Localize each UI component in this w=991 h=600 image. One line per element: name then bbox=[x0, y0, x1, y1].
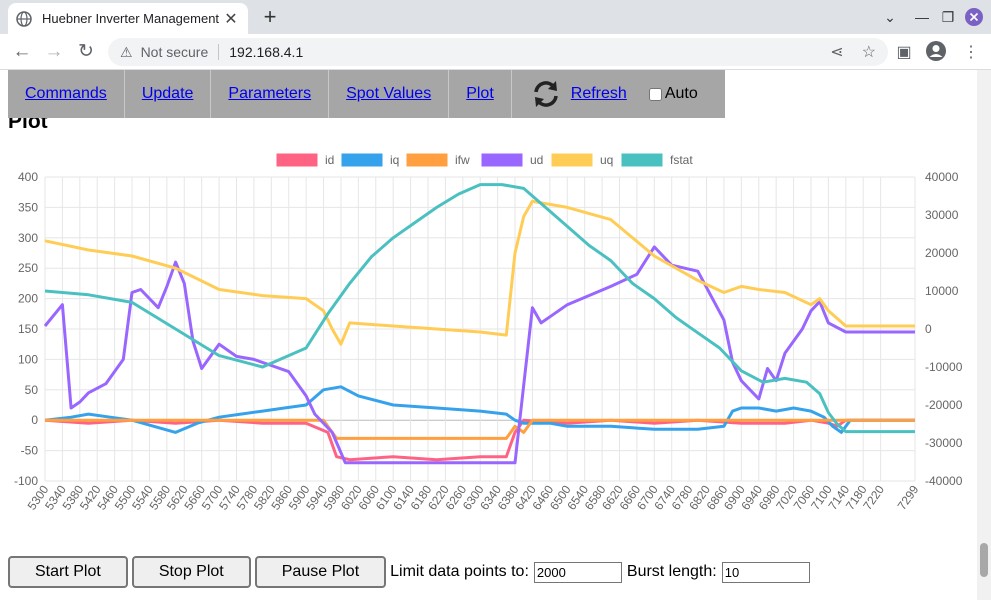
address-bar: ← → ↻ ⚠ Not secure 192.168.4.1 ⋖ ☆ ▣ ⋮ bbox=[0, 34, 991, 70]
page-content: Plot Commands Update Parameters Spot Val… bbox=[0, 70, 977, 600]
refresh-link[interactable]: Refresh bbox=[570, 85, 627, 102]
warning-icon: ⚠ bbox=[120, 43, 133, 60]
y-left-tick-label: 300 bbox=[18, 231, 38, 245]
start-plot-button[interactable]: Start Plot bbox=[8, 556, 128, 588]
y-right-tick-label: 0 bbox=[925, 322, 932, 336]
commands-link[interactable]: Commands bbox=[25, 85, 107, 102]
restore-icon[interactable]: ❐ bbox=[941, 8, 955, 25]
browser-tab[interactable]: Huebner Inverter Management ✕ bbox=[8, 3, 248, 34]
menu-item-update: Update bbox=[125, 70, 212, 118]
close-tab-icon[interactable]: ✕ bbox=[224, 10, 238, 28]
y-left-tick-label: 250 bbox=[18, 261, 38, 275]
auto-label: Auto bbox=[664, 85, 698, 102]
legend-swatch-ud bbox=[481, 153, 523, 167]
burst-label: Burst length: bbox=[626, 563, 717, 580]
minimize-icon[interactable]: — bbox=[915, 9, 929, 25]
series-line-fstat bbox=[44, 183, 915, 434]
y-left-tick-label: 400 bbox=[18, 170, 38, 184]
url-text: 192.168.4.1 bbox=[229, 44, 304, 60]
y-right-tick-label: -20000 bbox=[925, 398, 963, 412]
page-scrollbar[interactable] bbox=[977, 70, 991, 600]
scrollbar-thumb[interactable] bbox=[980, 543, 988, 577]
y-left-tick-label: 50 bbox=[25, 383, 39, 397]
legend-label-iq: iq bbox=[390, 153, 399, 167]
tab-title: Huebner Inverter Management bbox=[42, 11, 220, 26]
legend-swatch-fstat bbox=[621, 153, 663, 167]
legend-label-ud: ud bbox=[530, 153, 543, 167]
url-separator bbox=[218, 44, 220, 60]
plot-chart: 400 350 300 250 200 150 100 50 0 -50 -100 40000 3000… bbox=[14, 153, 963, 513]
legend-swatch-iq bbox=[341, 153, 383, 167]
stop-plot-button[interactable]: Stop Plot bbox=[131, 556, 251, 588]
legend-swatch-id bbox=[276, 153, 318, 167]
tab-search-icon[interactable]: ⌄ bbox=[884, 8, 896, 25]
y-right-tick-label: 10000 bbox=[925, 284, 959, 298]
refresh-icon[interactable] bbox=[529, 77, 563, 111]
y-left-tick-label: 0 bbox=[31, 413, 38, 427]
x-tick-label: 7220 bbox=[860, 482, 887, 512]
menu-item-spot-values: Spot Values bbox=[329, 70, 450, 118]
update-link[interactable]: Update bbox=[141, 85, 194, 102]
y-left-tick-label: -50 bbox=[21, 444, 39, 458]
limit-input[interactable] bbox=[533, 561, 622, 583]
legend-swatch-ifw bbox=[406, 153, 448, 167]
y-right-tick-label: -30000 bbox=[925, 436, 963, 450]
y-right-tick-label: -10000 bbox=[925, 360, 963, 374]
globe-icon bbox=[16, 10, 32, 27]
y-right-tick-label: -40000 bbox=[925, 474, 963, 488]
burst-input[interactable] bbox=[721, 561, 810, 583]
y-left-tick-label: -100 bbox=[14, 474, 38, 488]
main-menu: Commands Update Parameters Spot Values P… bbox=[8, 70, 725, 118]
share-icon[interactable]: ⋖ bbox=[830, 44, 844, 61]
legend-label-id: id bbox=[325, 153, 334, 167]
x-tick-label: 7299 bbox=[895, 482, 922, 512]
menu-item-commands: Commands bbox=[8, 70, 125, 118]
y-right-tick-label: 40000 bbox=[925, 170, 959, 184]
new-tab-icon[interactable]: + bbox=[263, 4, 277, 29]
plot-link[interactable]: Plot bbox=[466, 85, 494, 102]
not-secure-label: Not secure bbox=[140, 44, 209, 60]
auto-checkbox[interactable] bbox=[648, 87, 662, 101]
y-left-tick-label: 200 bbox=[18, 292, 38, 306]
menu-item-refresh: Refresh Auto bbox=[512, 70, 715, 118]
y-left-tick-label: 350 bbox=[18, 200, 38, 214]
series-line-iq bbox=[44, 385, 915, 434]
side-panel-icon[interactable]: ▣ bbox=[896, 44, 912, 61]
forward-icon[interactable]: → bbox=[44, 41, 64, 62]
series-line-ud bbox=[43, 245, 915, 465]
legend-label-uq: uq bbox=[600, 153, 613, 167]
close-window-icon[interactable] bbox=[964, 6, 984, 28]
url-field[interactable]: ⚠ Not secure 192.168.4.1 ⋖ ☆ bbox=[108, 38, 888, 66]
legend-swatch-uq bbox=[551, 153, 593, 167]
back-icon[interactable]: ← bbox=[12, 41, 32, 62]
reload-icon[interactable]: ↻ bbox=[78, 41, 94, 62]
y-right-tick-label: 30000 bbox=[925, 208, 959, 222]
spot-values-link[interactable]: Spot Values bbox=[346, 85, 432, 102]
menu-item-plot: Plot bbox=[449, 70, 512, 118]
tab-strip: Huebner Inverter Management ✕ + ⌄ — ❐ bbox=[0, 0, 991, 34]
series-line-uq bbox=[44, 199, 915, 346]
menu-item-parameters: Parameters bbox=[211, 70, 330, 118]
pause-plot-button[interactable]: Pause Plot bbox=[254, 556, 387, 588]
parameters-link[interactable]: Parameters bbox=[228, 85, 312, 102]
profile-icon[interactable] bbox=[925, 40, 947, 62]
menu-kebab-icon[interactable]: ⋮ bbox=[963, 44, 979, 61]
plot-controls: Start Plot Stop Plot Pause Plot Limit da… bbox=[8, 556, 815, 588]
y-right-tick-label: 20000 bbox=[925, 246, 959, 260]
limit-label: Limit data points to: bbox=[390, 563, 529, 580]
legend-label-ifw: ifw bbox=[455, 153, 470, 167]
bookmark-star-icon[interactable]: ☆ bbox=[861, 44, 876, 61]
auto-toggle: Auto bbox=[648, 85, 698, 103]
y-left-tick-label: 100 bbox=[18, 352, 38, 366]
y-left-tick-label: 150 bbox=[18, 322, 38, 336]
legend-label-fstat: fstat bbox=[670, 153, 693, 167]
